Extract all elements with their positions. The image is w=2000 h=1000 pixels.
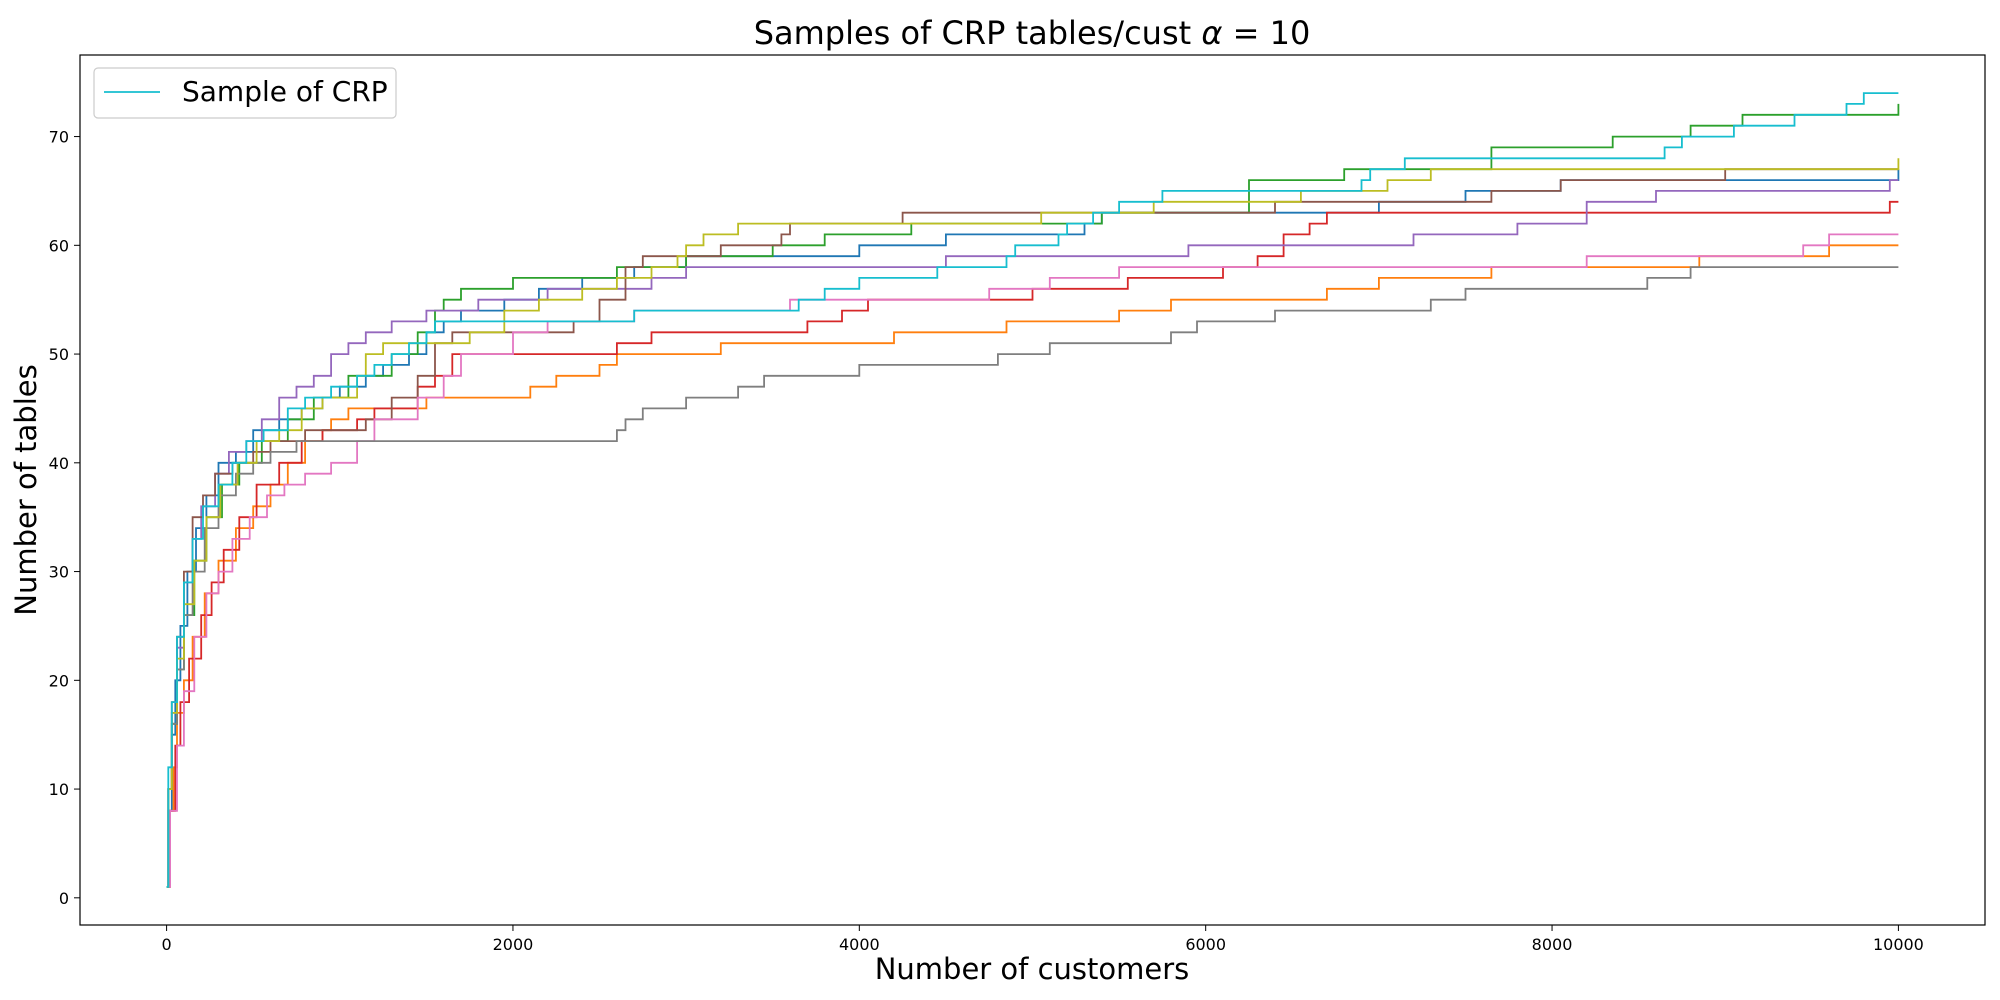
y-tick-label: 30 xyxy=(49,563,69,582)
series-line-10 xyxy=(166,92,1899,888)
y-tick-label: 20 xyxy=(49,671,69,690)
plot-background xyxy=(80,55,1985,925)
legend-box xyxy=(93,67,397,119)
x-tick-label: 2000 xyxy=(493,935,534,954)
plot-frame xyxy=(79,54,1986,926)
legend: Sample of CRP xyxy=(93,67,397,119)
chart-title: Samples of CRP tables/cust α = 10 xyxy=(754,14,1311,52)
legend-label-sample-of-crp: Sample of CRP xyxy=(182,75,388,108)
x-tick-label: 6000 xyxy=(1185,935,1226,954)
y-tick-label: 70 xyxy=(49,128,69,147)
y-tick-label: 60 xyxy=(49,236,69,255)
chart-title-math-symbol: α xyxy=(1201,14,1222,52)
chart-title-math-value: = 10 xyxy=(1233,14,1311,52)
x-tick-label: 4000 xyxy=(839,935,880,954)
y-tick-label: 50 xyxy=(49,345,69,364)
y-axis-ticks: 0 10 20 30 40 50 60 70 xyxy=(49,128,80,908)
x-axis-label: Number of customers xyxy=(875,952,1190,986)
series-layer xyxy=(166,92,1900,888)
y-axis-label: Number of tables xyxy=(9,364,43,615)
x-axis-ticks: 0 2000 4000 6000 8000 10000 xyxy=(161,925,1924,954)
y-tick-label: 0 xyxy=(59,889,69,908)
y-tick-label: 40 xyxy=(49,454,69,473)
x-tick-label: 0 xyxy=(161,935,171,954)
chart-title-text: Samples of CRP tables/cust xyxy=(754,14,1191,52)
x-tick-label: 10000 xyxy=(1873,935,1924,954)
x-tick-label: 8000 xyxy=(1532,935,1573,954)
y-tick-label: 10 xyxy=(49,780,69,799)
series-line-7 xyxy=(166,233,1899,888)
